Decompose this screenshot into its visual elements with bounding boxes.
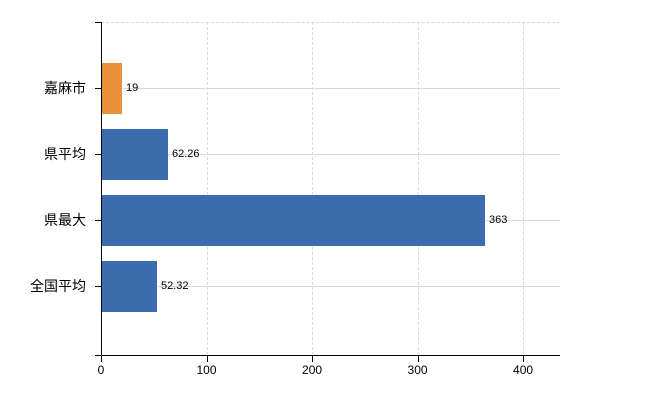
x-gridline <box>523 22 525 355</box>
category-label-嘉麻市: 嘉麻市 <box>44 80 86 96</box>
bar-value-label: 52.32 <box>161 280 189 292</box>
y-axis-line <box>101 22 102 355</box>
bar-value-label: 19 <box>126 82 139 94</box>
bar-嘉麻市 <box>102 62 122 114</box>
bar-全国平均 <box>102 260 157 312</box>
y-axis-tick <box>95 154 101 155</box>
x-axis-tick <box>101 356 102 362</box>
bar-県平均 <box>102 128 168 180</box>
y-gridline <box>102 286 560 287</box>
category-label-全国平均: 全国平均 <box>30 278 86 294</box>
bar-value-label: 363 <box>489 214 508 226</box>
category-label-県平均: 県平均 <box>44 146 86 162</box>
x-gridline <box>417 22 419 355</box>
bar-県最大 <box>102 194 485 246</box>
bar-value-label: 62.26 <box>172 148 200 160</box>
y-axis-tick <box>95 22 101 23</box>
plot-top-border <box>101 22 560 23</box>
x-gridline <box>206 22 208 355</box>
y-axis-tick <box>95 220 101 221</box>
x-gridline <box>312 22 314 355</box>
x-axis-line <box>95 355 560 356</box>
category-label-県最大: 県最大 <box>44 212 86 228</box>
x-tick-label: 400 <box>513 363 534 377</box>
x-tick-label: 0 <box>97 363 105 377</box>
x-axis-tick <box>417 356 419 362</box>
x-tick-label: 300 <box>407 363 428 377</box>
y-axis-tick <box>95 88 101 89</box>
x-axis-tick <box>206 356 208 362</box>
x-axis-tick <box>523 356 525 362</box>
x-tick-label: 100 <box>196 363 217 377</box>
x-axis-tick <box>312 356 314 362</box>
y-gridline <box>102 154 560 155</box>
y-gridline <box>102 88 560 89</box>
x-tick-label: 200 <box>302 363 323 377</box>
y-axis-tick <box>95 286 101 287</box>
